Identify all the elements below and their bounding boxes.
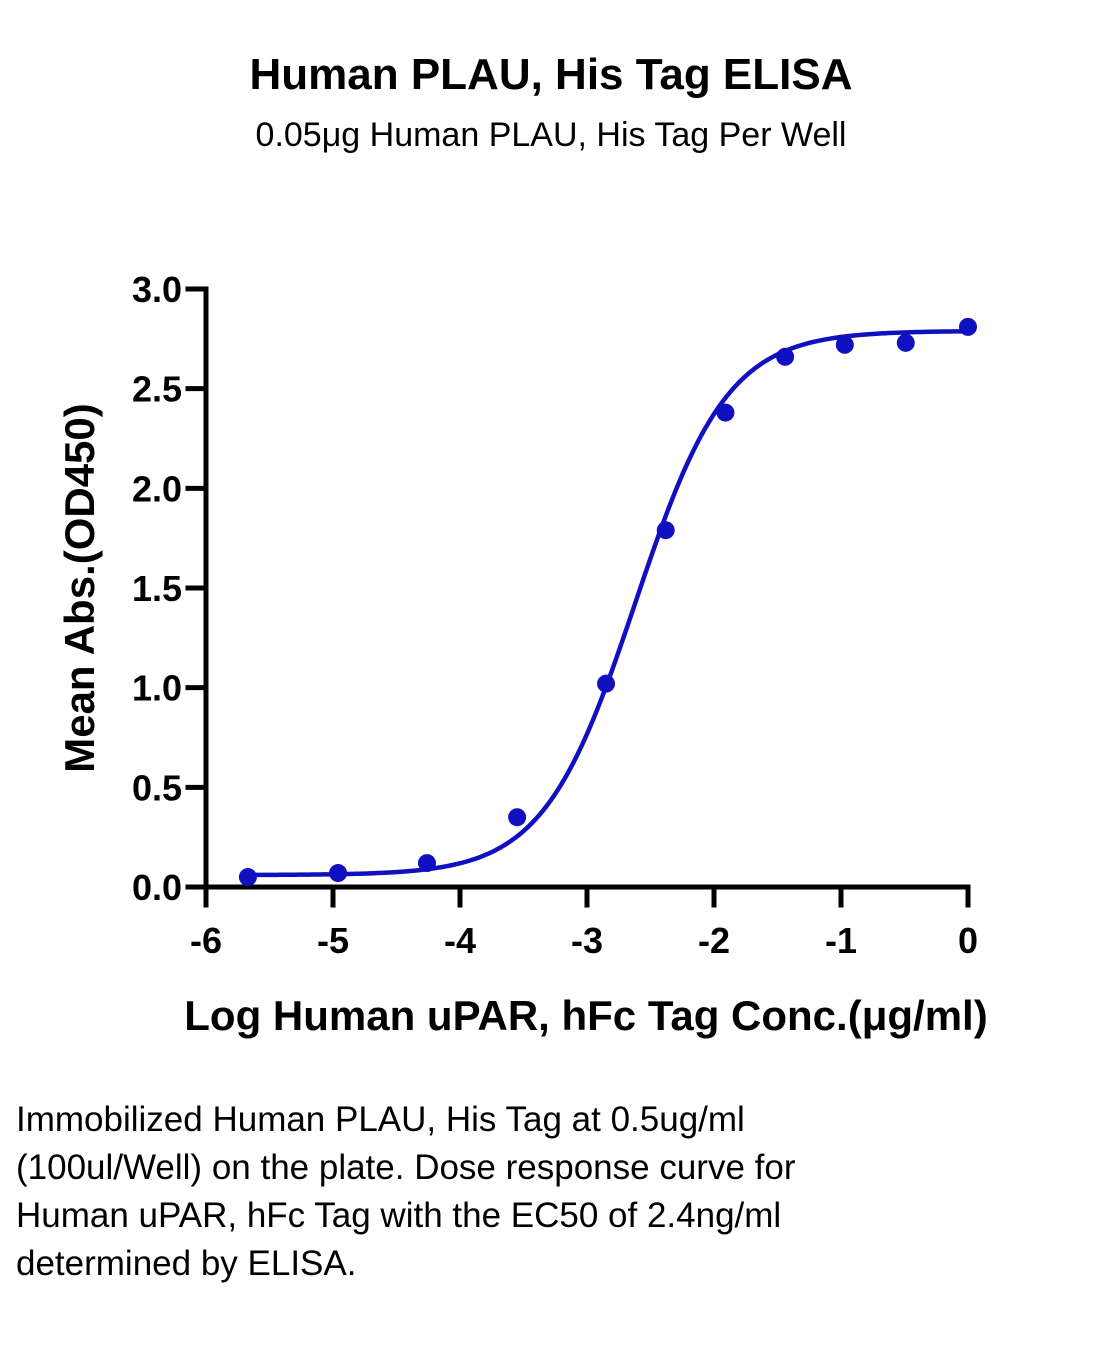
y-tick-label: 1.0 (132, 668, 182, 709)
x-tick-label: -3 (571, 920, 603, 961)
x-tick-label: -5 (317, 920, 349, 961)
elisa-chart: 0.0 0.5 1.0 1.5 2.0 2.5 3.0 -6 -5 -4 -3 -2 -1 0 Log H… (56, 269, 988, 1039)
x-tick-label: -2 (698, 920, 730, 961)
data-point (238, 868, 257, 887)
figure-caption: Immobilized Human PLAU, His Tag at 0.5ug… (16, 1100, 796, 1283)
x-axis-label: Log Human uPAR, hFc Tag Conc.(μg/ml) (184, 992, 987, 1039)
data-points (238, 317, 977, 887)
axes: 0.0 0.5 1.0 1.5 2.0 2.5 3.0 -6 -5 -4 -3 -2 -1 0 (132, 269, 978, 961)
data-point (417, 854, 436, 873)
data-point (716, 403, 735, 422)
x-tick-label: 0 (958, 920, 978, 961)
data-point (329, 864, 348, 883)
y-tick-label: 3.0 (132, 269, 182, 310)
y-tick-label: 1.5 (132, 568, 182, 609)
chart-title: Human PLAU, His Tag ELISA (249, 50, 853, 99)
data-point (835, 335, 854, 354)
data-point (597, 674, 616, 693)
data-point (959, 317, 977, 336)
chart-subtitle: 0.05μg Human PLAU, His Tag Per Well (255, 116, 847, 154)
y-tick-label: 0.0 (132, 867, 182, 908)
x-tick-label: -6 (190, 920, 222, 961)
y-tick-label: 2.0 (132, 468, 182, 509)
y-tick-label: 0.5 (132, 767, 182, 808)
y-tick-label: 2.5 (132, 369, 182, 410)
y-axis-label: Mean Abs.(OD450) (56, 403, 103, 773)
data-point (508, 808, 527, 827)
data-point (896, 333, 915, 352)
data-point (776, 347, 795, 366)
fit-curve-layer (247, 329, 969, 878)
fit-curve (247, 329, 969, 878)
x-tick-label: -1 (825, 920, 857, 961)
data-point (656, 521, 675, 540)
x-tick-label: -4 (444, 920, 476, 961)
